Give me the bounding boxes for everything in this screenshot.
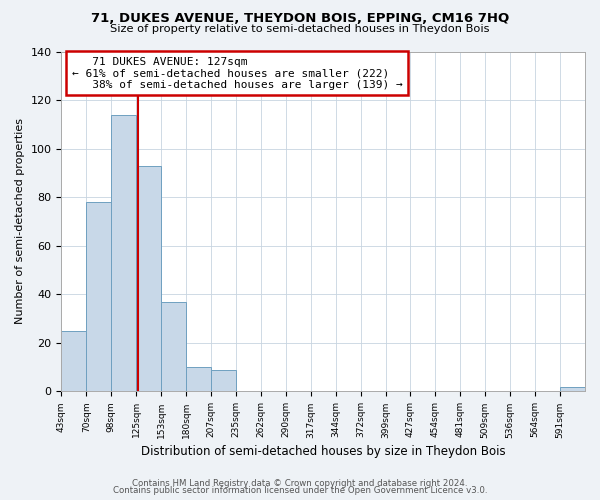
Text: 71, DUKES AVENUE, THEYDON BOIS, EPPING, CM16 7HQ: 71, DUKES AVENUE, THEYDON BOIS, EPPING, … bbox=[91, 12, 509, 26]
Bar bbox=[560, 386, 585, 392]
Bar bbox=[136, 166, 161, 392]
Bar bbox=[111, 114, 136, 392]
Y-axis label: Number of semi-detached properties: Number of semi-detached properties bbox=[15, 118, 25, 324]
Text: Size of property relative to semi-detached houses in Theydon Bois: Size of property relative to semi-detach… bbox=[110, 24, 490, 34]
Bar bbox=[211, 370, 236, 392]
Text: Contains public sector information licensed under the Open Government Licence v3: Contains public sector information licen… bbox=[113, 486, 487, 495]
X-axis label: Distribution of semi-detached houses by size in Theydon Bois: Distribution of semi-detached houses by … bbox=[141, 444, 506, 458]
Bar bbox=[161, 302, 186, 392]
Bar bbox=[86, 202, 111, 392]
Text: Contains HM Land Registry data © Crown copyright and database right 2024.: Contains HM Land Registry data © Crown c… bbox=[132, 478, 468, 488]
Text: 71 DUKES AVENUE: 127sqm
← 61% of semi-detached houses are smaller (222)
   38% o: 71 DUKES AVENUE: 127sqm ← 61% of semi-de… bbox=[72, 56, 403, 90]
Bar bbox=[61, 331, 86, 392]
Bar bbox=[186, 367, 211, 392]
